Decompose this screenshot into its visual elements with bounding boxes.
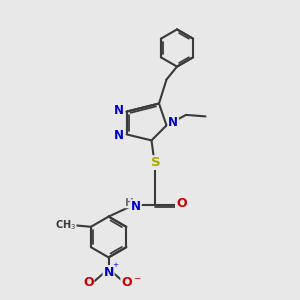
Text: CH$_3$: CH$_3$: [55, 218, 76, 232]
Text: H: H: [124, 197, 134, 208]
Text: O$^-$: O$^-$: [121, 276, 142, 289]
Text: N: N: [103, 266, 114, 279]
Text: $^+$: $^+$: [111, 262, 120, 272]
Text: N: N: [131, 200, 141, 213]
Text: N: N: [168, 116, 178, 129]
Text: S: S: [151, 156, 161, 169]
Text: O: O: [83, 276, 94, 289]
Text: N: N: [113, 129, 124, 142]
Text: O: O: [176, 196, 187, 210]
Text: N: N: [113, 103, 124, 117]
